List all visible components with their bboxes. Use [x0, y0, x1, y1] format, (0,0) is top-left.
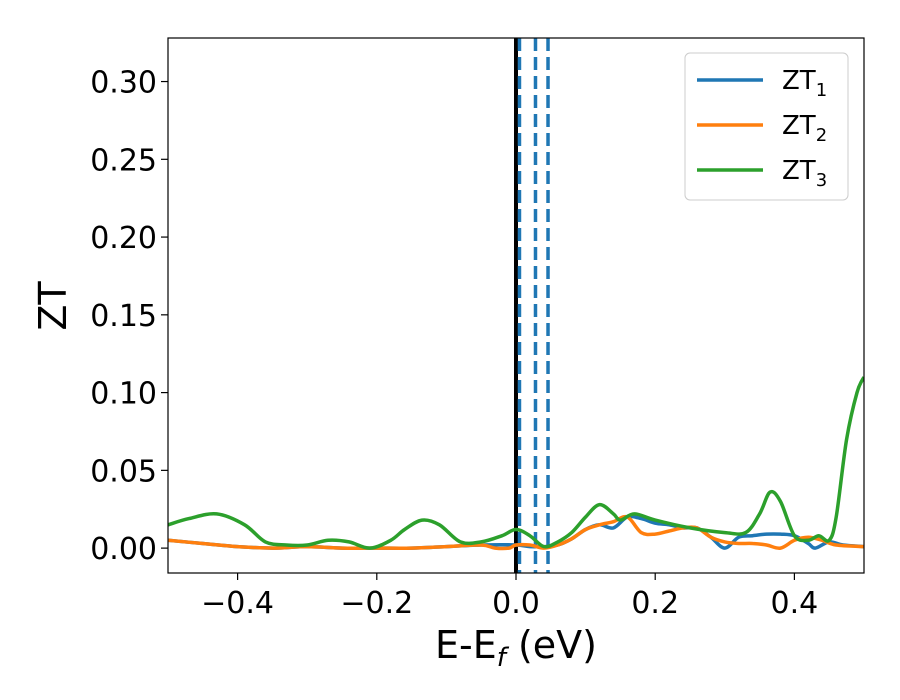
legend-label-zt1: ZT1: [782, 66, 827, 101]
y-tick-label: 0.10: [90, 377, 157, 412]
y-tick-label: 0.15: [90, 299, 157, 334]
y-tick-label: 0.30: [90, 66, 157, 101]
x-tick-label: 0.0: [492, 586, 540, 621]
x-tick-label: −0.4: [201, 586, 274, 621]
y-axis-label: ZT: [31, 281, 75, 331]
x-axis: −0.4 −0.2 0.0 0.2 0.4: [201, 573, 818, 621]
x-tick-label: −0.2: [340, 586, 413, 621]
legend: ZT1 ZT2 ZT3: [684, 52, 849, 201]
legend-label-zt3: ZT3: [782, 156, 827, 191]
y-tick-label: 0.00: [90, 532, 157, 567]
vertical-reference-lines: [514, 38, 550, 573]
x-tick-label: 0.2: [631, 586, 679, 621]
y-tick-label: 0.25: [90, 143, 157, 178]
series-lines: [168, 376, 864, 551]
legend-frame: [684, 52, 849, 201]
series-line-zt3: [168, 376, 864, 550]
x-axis-label-unit: (eV): [506, 623, 597, 667]
legend-label-zt2: ZT2: [782, 111, 827, 146]
x-tick-label: 0.4: [771, 586, 819, 621]
x-axis-label-main: E-E: [435, 623, 497, 667]
y-tick-label: 0.05: [90, 454, 157, 489]
y-tick-label: 0.20: [90, 221, 157, 256]
plot-area: [167, 37, 865, 574]
x-axis-label: E-Ef (eV): [435, 623, 597, 673]
y-axis: 0.00 0.05 0.10 0.15 0.20 0.25 0.30: [90, 66, 168, 567]
